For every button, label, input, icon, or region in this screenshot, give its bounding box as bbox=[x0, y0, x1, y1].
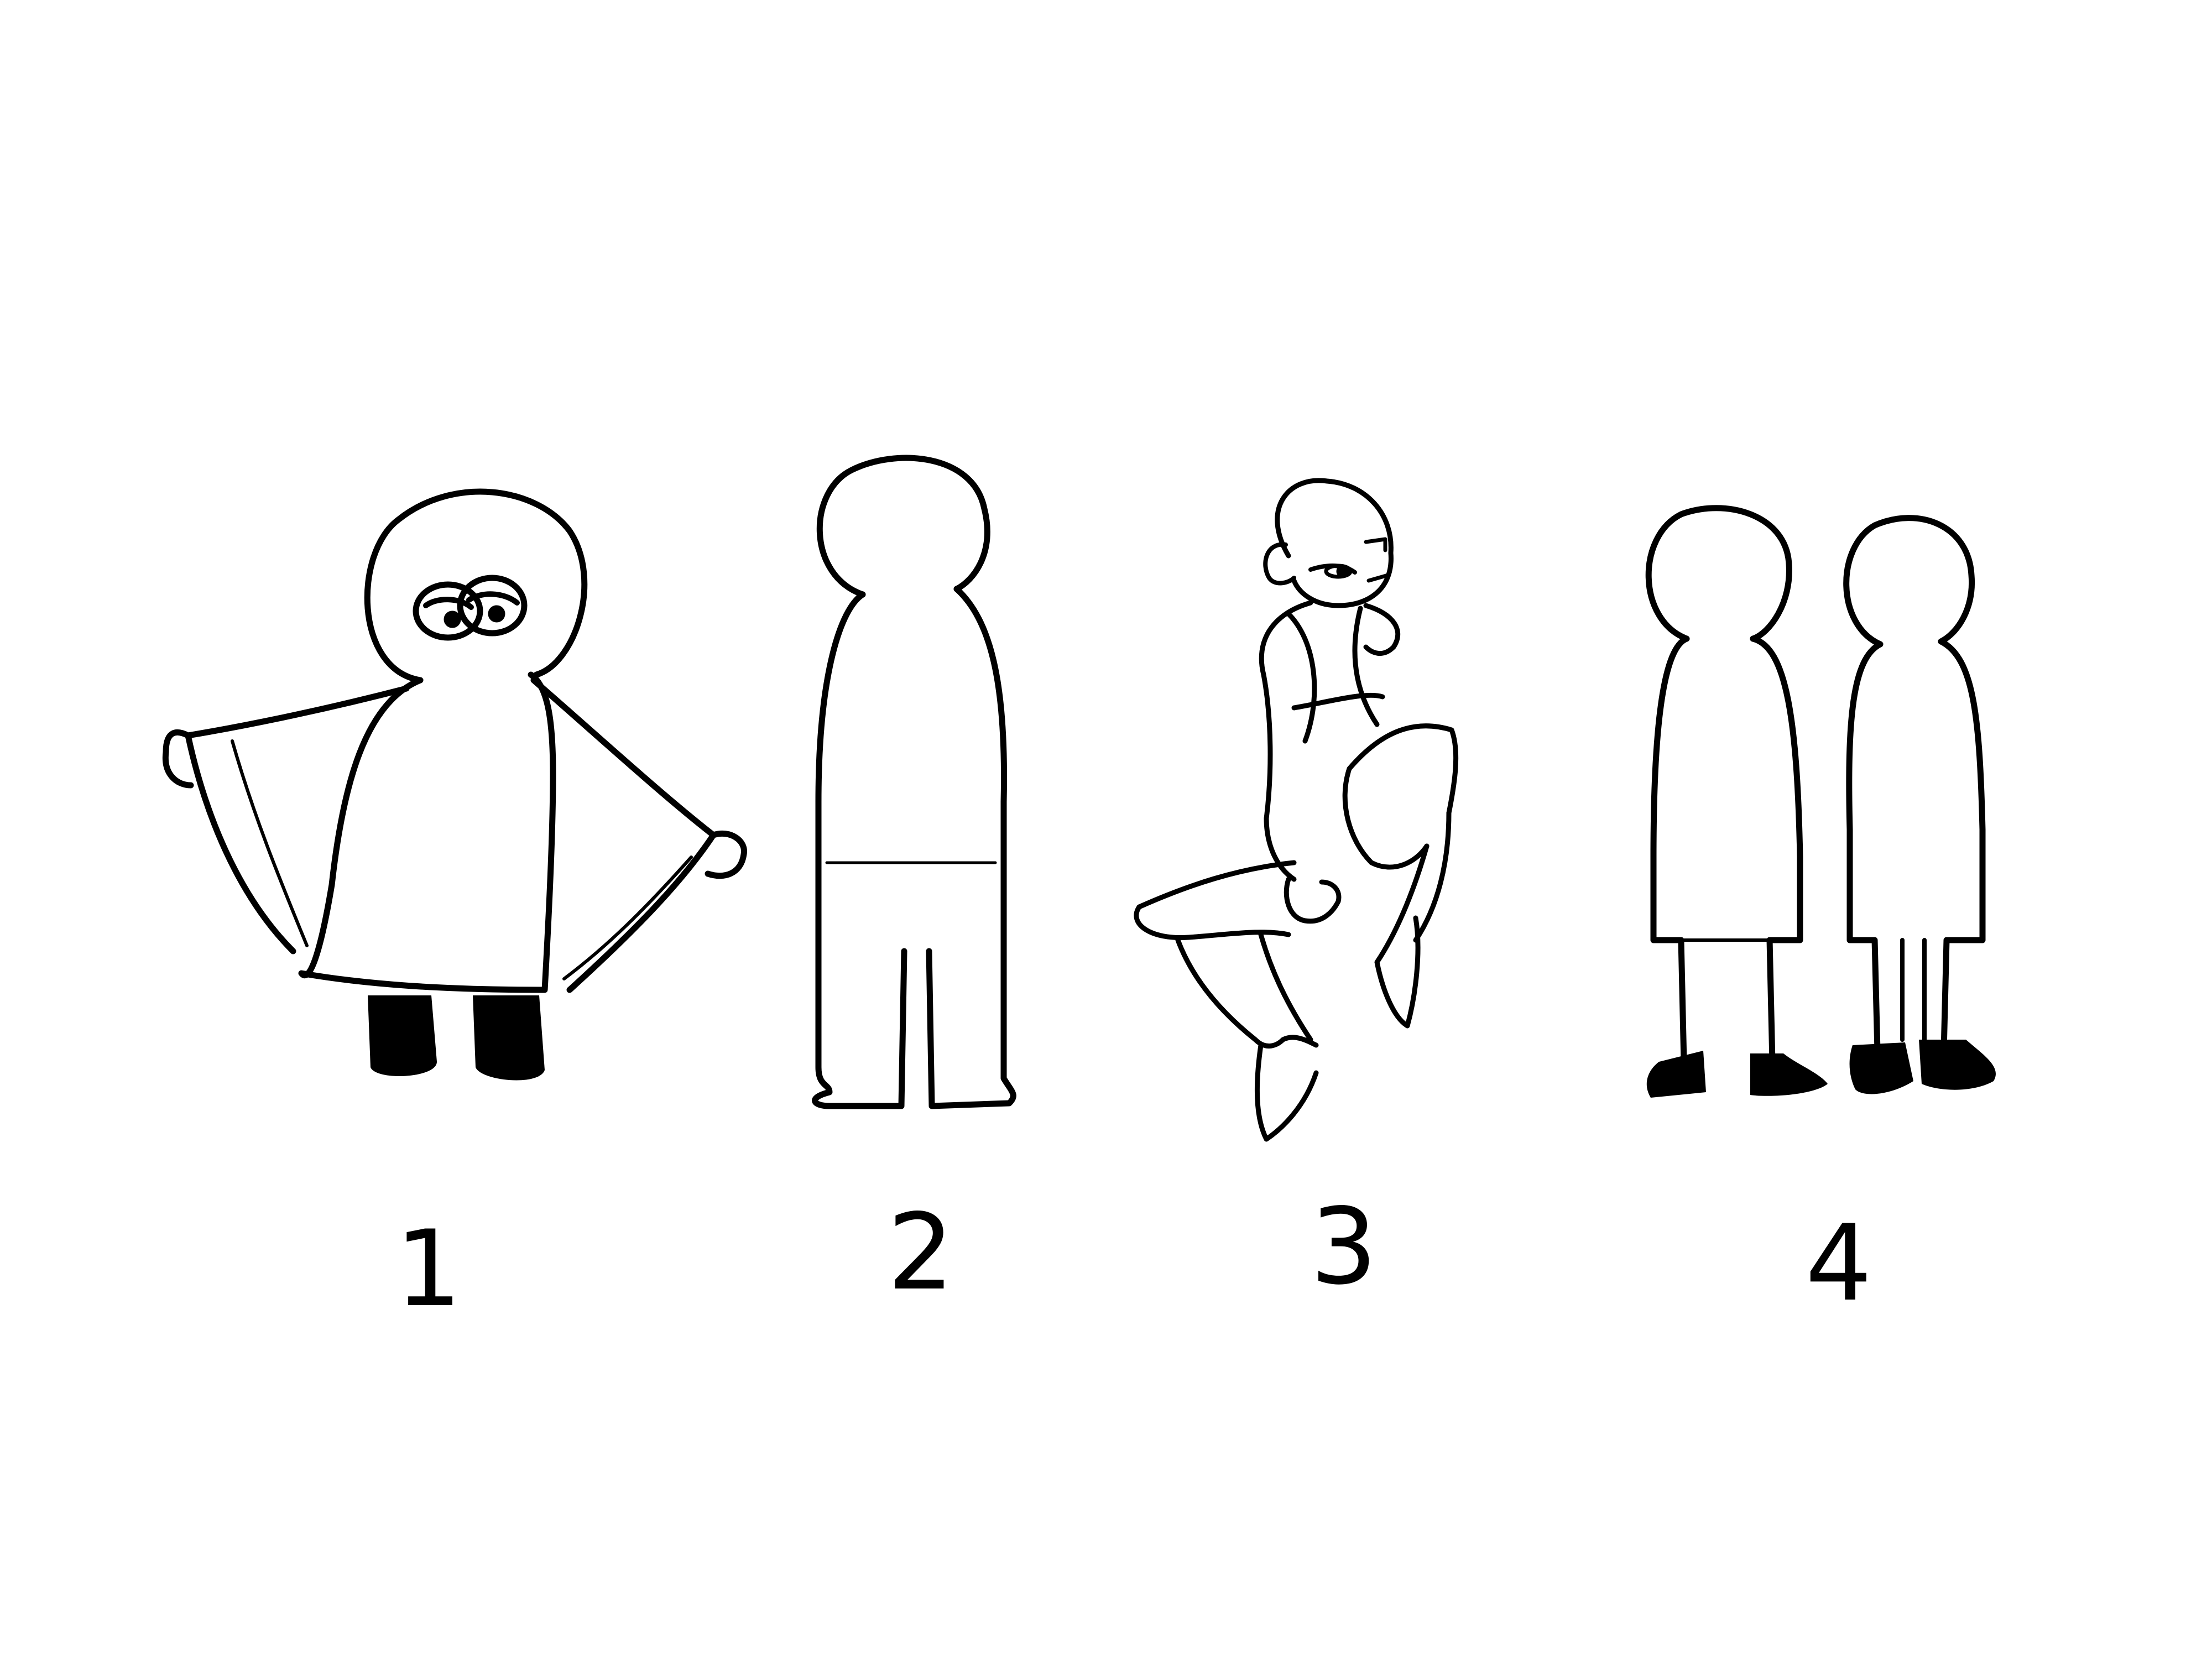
figure-1-legs bbox=[368, 995, 545, 1081]
figure-1-label: 1 bbox=[395, 1208, 462, 1330]
figure-4-left-shoes bbox=[1646, 1051, 1828, 1098]
figure-2-label: 2 bbox=[888, 1191, 954, 1313]
figure-2-silhouette bbox=[812, 455, 1016, 1109]
figure-4-right-person bbox=[1843, 515, 1986, 1054]
figure-4-label: 4 bbox=[1806, 1202, 1872, 1324]
figure-1-hooded-cloak bbox=[162, 488, 747, 993]
figure-3-label: 3 bbox=[1311, 1186, 1378, 1308]
figure-4-left-person bbox=[1645, 505, 1803, 1065]
figure-3-crouching bbox=[1134, 478, 1459, 1142]
figure-4-right-shoes bbox=[1849, 1040, 1996, 1094]
